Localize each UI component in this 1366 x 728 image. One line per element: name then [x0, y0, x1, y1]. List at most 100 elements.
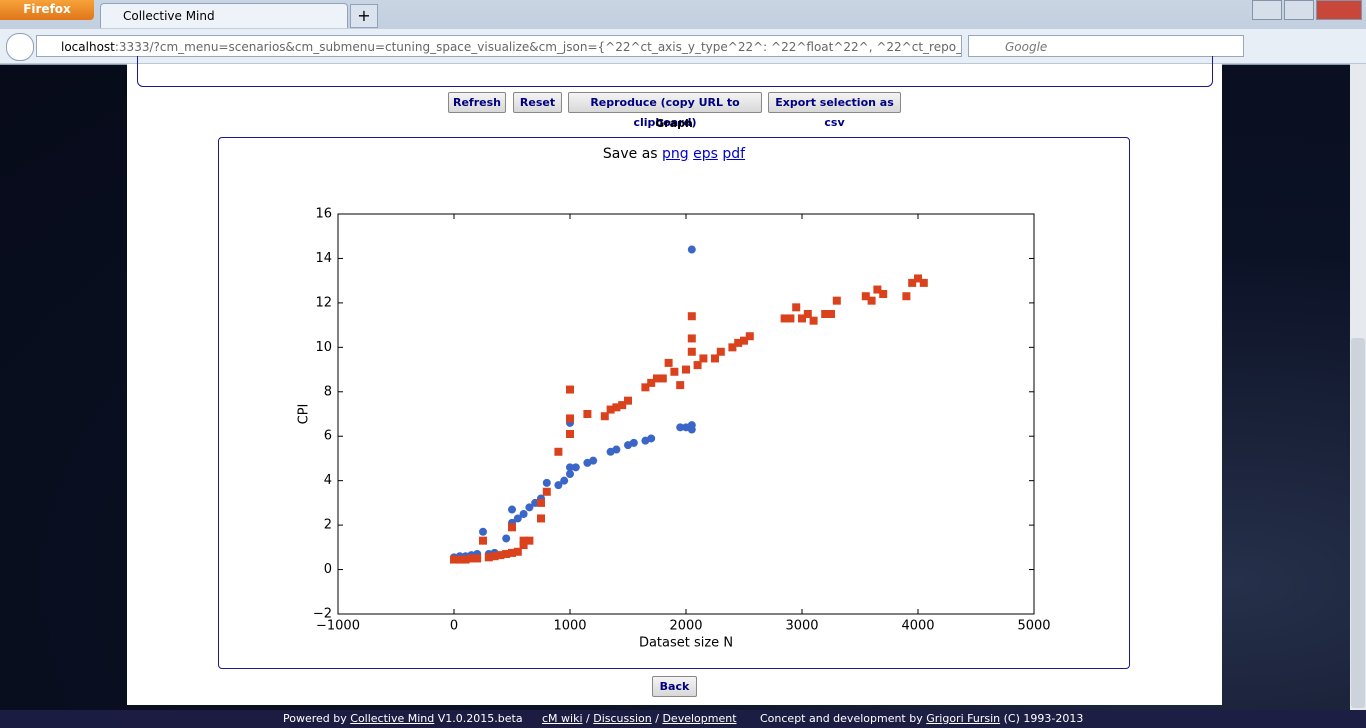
point [496, 551, 505, 560]
maximize[interactable] [1284, 0, 1314, 20]
point [792, 303, 801, 312]
x-tick-label: 4000 [901, 619, 934, 634]
y-tick-label: 0 [324, 562, 332, 577]
point [542, 478, 551, 487]
point [513, 514, 522, 523]
point [716, 347, 725, 356]
point [798, 314, 806, 323]
point [519, 510, 528, 518]
text: / [586, 712, 590, 725]
y-tick-label: 10 [315, 340, 332, 355]
point [908, 278, 917, 287]
text: / [655, 712, 659, 725]
point [687, 347, 696, 356]
point [513, 547, 522, 556]
button[interactable]: Export selection as csv [768, 92, 901, 129]
point [919, 278, 928, 287]
point [554, 447, 563, 456]
x-tick-label: 2000 [669, 619, 702, 634]
y-tick-label: 2 [324, 518, 332, 533]
text: (C) 1993-2013 [1003, 712, 1084, 725]
save-label: Save as [602, 146, 658, 162]
point [508, 523, 516, 532]
point [461, 555, 470, 564]
point [902, 292, 911, 301]
point [734, 338, 743, 347]
scroll-thumb[interactable] [1351, 338, 1365, 708]
close[interactable] [1316, 0, 1362, 20]
point [740, 336, 748, 345]
link[interactable]: Collective Mind [350, 712, 435, 725]
button[interactable]: Refresh [448, 92, 506, 113]
point [658, 374, 667, 383]
link[interactable]: Grigori Fursin [926, 712, 1001, 725]
point [455, 555, 464, 564]
url-bar[interactable]: localhost:3333/?cm_menu=scenarios&cm_sub… [36, 35, 962, 57]
point [647, 434, 656, 443]
link[interactable]: cM wiki [542, 712, 583, 725]
point [525, 503, 534, 512]
y-tick-label: 4 [324, 473, 332, 488]
point [450, 555, 458, 564]
point [519, 536, 528, 545]
point [479, 536, 487, 545]
text: Powered by [283, 712, 347, 725]
point [618, 401, 627, 410]
minimize[interactable] [1252, 0, 1282, 20]
firefox-menu[interactable]: Firefox [0, 0, 94, 20]
point [867, 296, 876, 305]
point [653, 374, 661, 383]
x-tick-label: 1000 [553, 619, 586, 634]
point [519, 541, 528, 550]
point [525, 536, 534, 545]
point [554, 481, 563, 490]
point [571, 463, 580, 472]
tab[interactable]: Collective Mind [100, 3, 348, 28]
point [566, 414, 574, 423]
top-panel [137, 56, 1213, 87]
point [670, 367, 679, 376]
link[interactable]: eps [693, 146, 718, 162]
point [560, 476, 569, 485]
link[interactable]: png [662, 146, 689, 162]
point [566, 463, 574, 472]
point [832, 296, 841, 305]
section-title: Graph [655, 117, 693, 130]
search-box[interactable]: Google [968, 35, 1244, 57]
graph-panel [218, 137, 1130, 669]
point [566, 430, 574, 438]
x-tick-label: 3000 [785, 619, 818, 634]
plot-frame [337, 213, 1035, 615]
point [780, 314, 789, 323]
window-controls [1250, 0, 1362, 24]
point [612, 445, 621, 454]
link[interactable]: Discussion [593, 712, 652, 725]
point [467, 554, 476, 563]
point [803, 310, 812, 318]
y-tick-label: 16 [315, 207, 332, 222]
back-button[interactable]: Back [652, 676, 697, 697]
link[interactable]: Development [662, 712, 737, 725]
y-tick-label: 8 [324, 384, 332, 399]
point [641, 383, 650, 392]
point [629, 438, 638, 447]
point [728, 343, 737, 352]
new-tab[interactable]: + [350, 4, 378, 28]
url-rest: :3333/?cm_menu=scenarios&cm_submenu=ctun… [114, 40, 962, 54]
back-arrow[interactable] [6, 33, 34, 61]
point [473, 554, 482, 563]
button[interactable]: Reset [513, 92, 562, 113]
y-axis-label: CPI [297, 404, 312, 425]
point [589, 456, 598, 465]
point [606, 405, 615, 414]
y-tick-label: 6 [324, 429, 332, 444]
save-as: Save as png eps pdf [218, 146, 1130, 162]
link[interactable]: pdf [722, 146, 746, 162]
point [537, 514, 545, 523]
point [687, 421, 696, 430]
button[interactable]: Reproduce (copy URL to clipboard) [568, 92, 762, 129]
point [566, 385, 574, 394]
point [484, 553, 493, 562]
